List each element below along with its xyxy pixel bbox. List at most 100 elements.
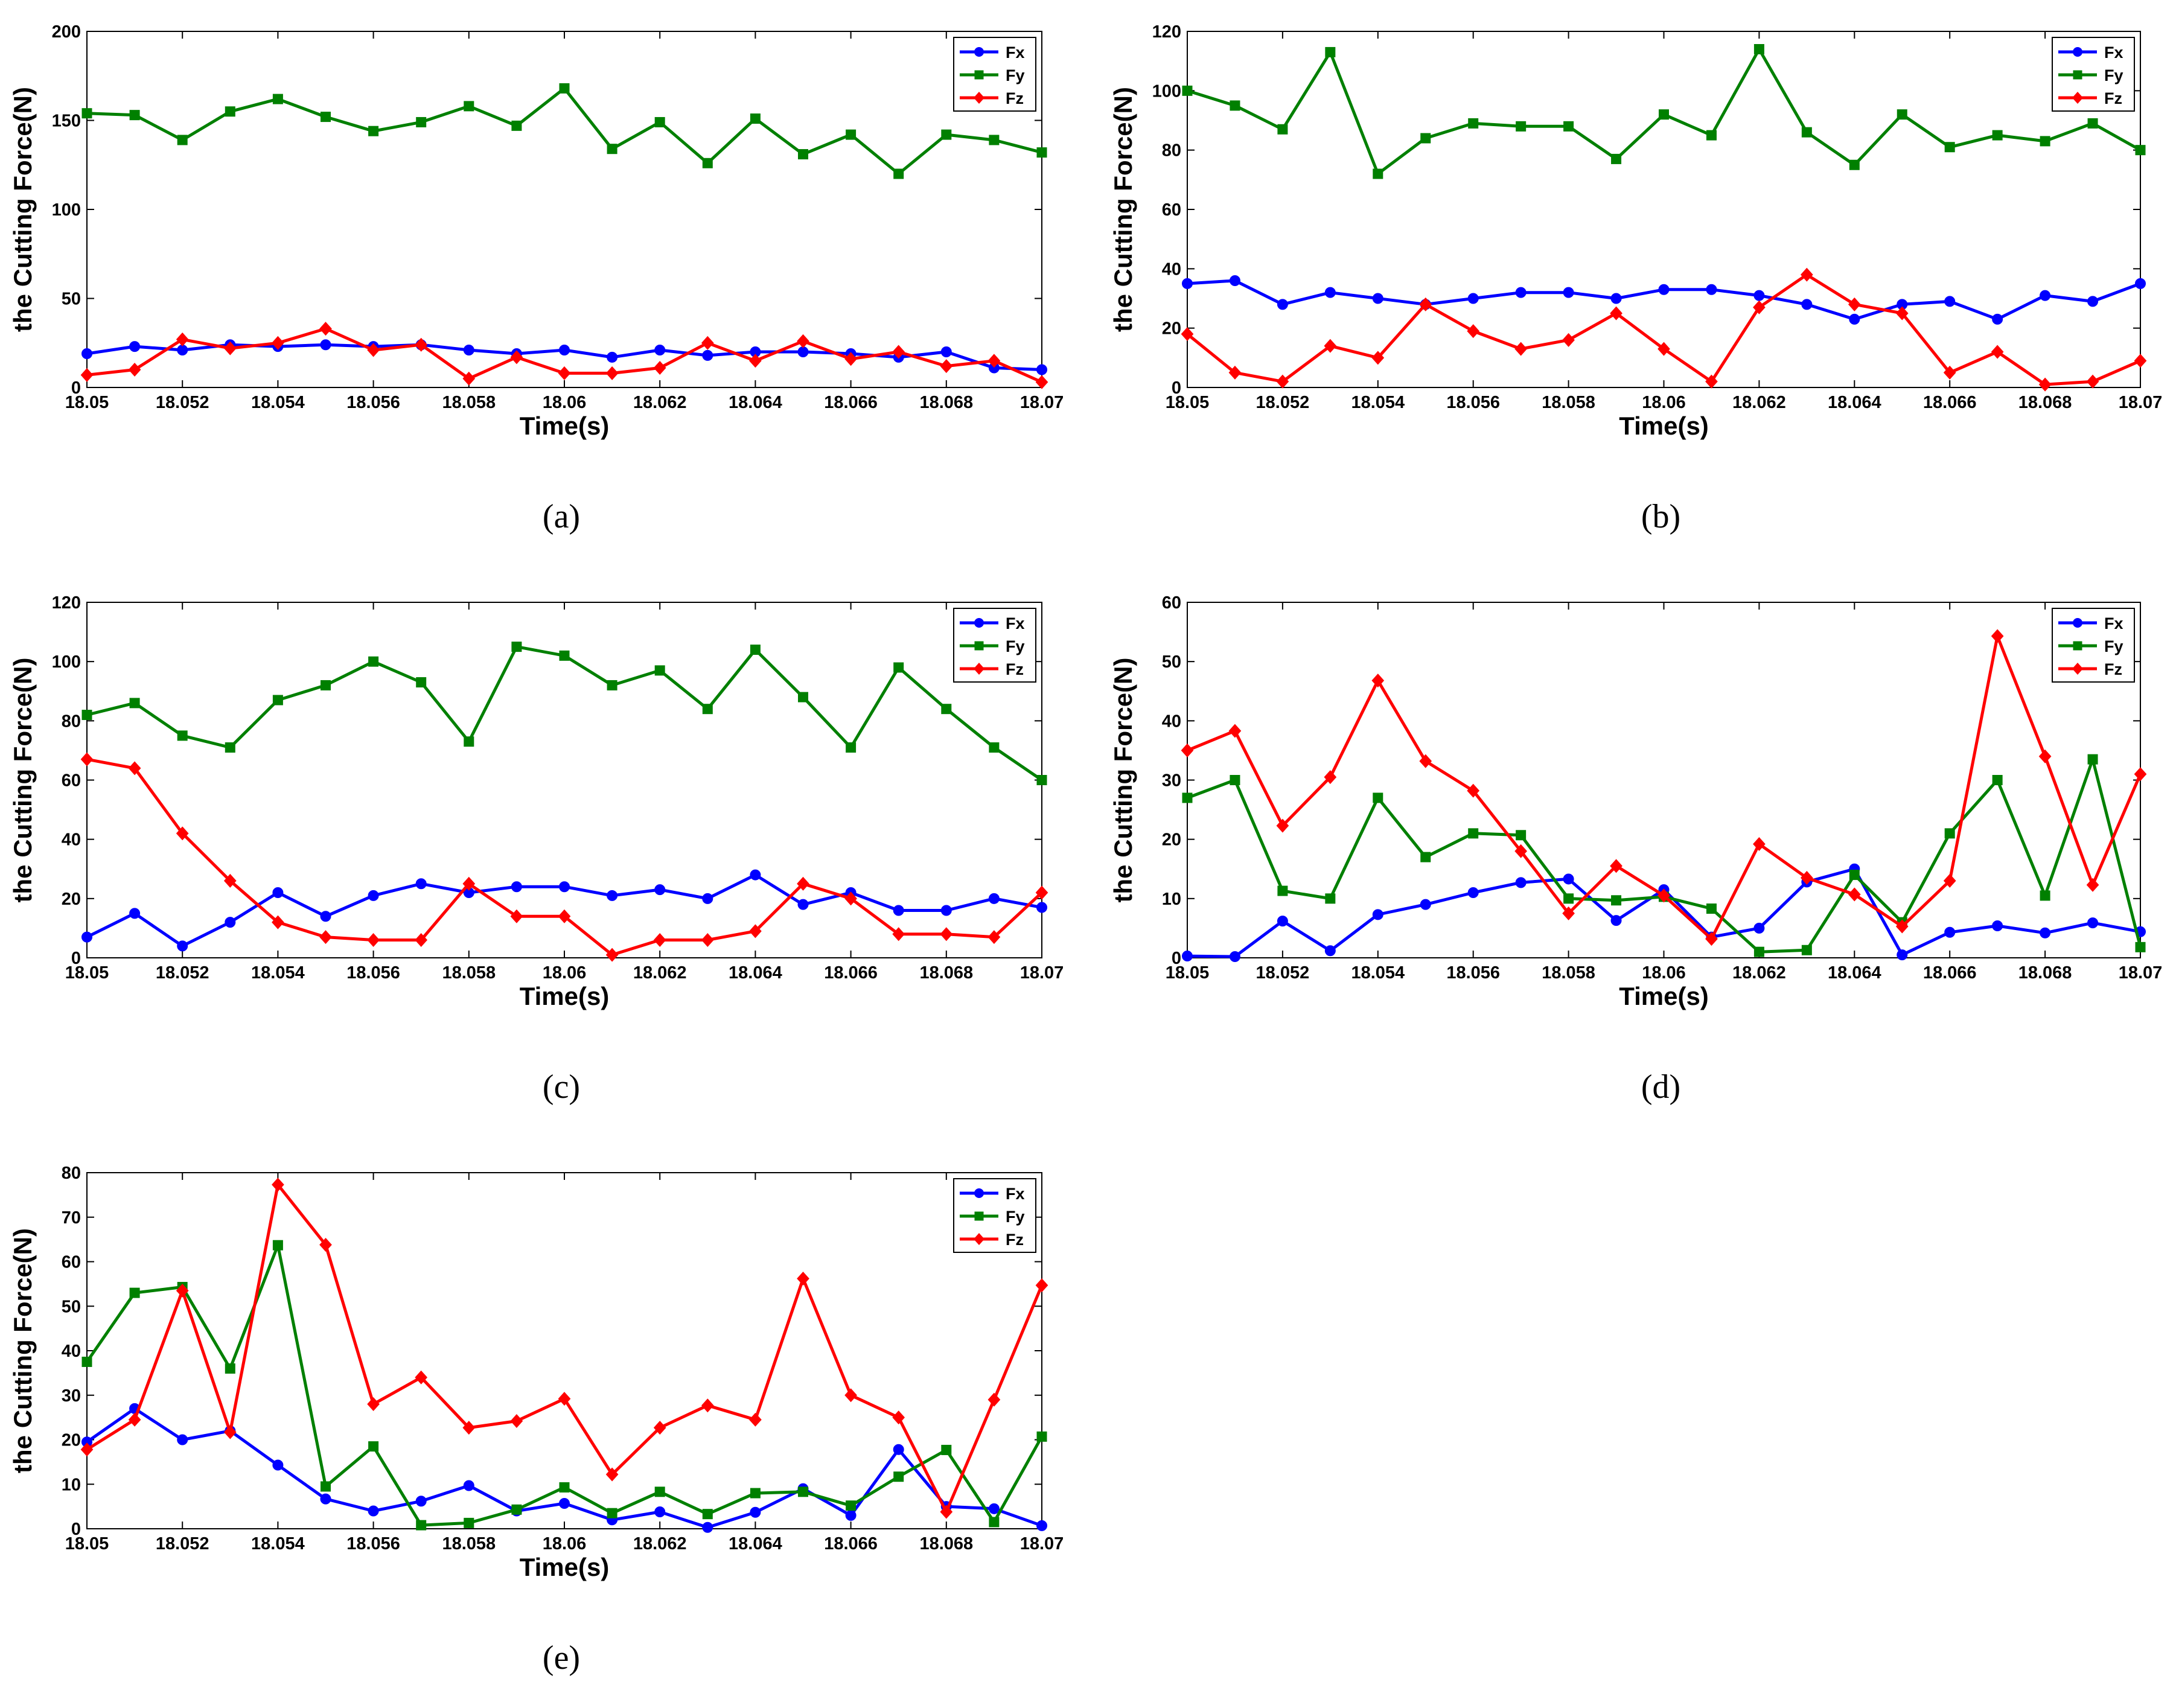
chart-b-series-fz-point: [1753, 300, 1766, 314]
chart-b-xtick-label: 18.062: [1732, 393, 1786, 412]
chart-b-series-fx-point: [2087, 296, 2099, 307]
chart-b-series-fx-point: [1992, 313, 2003, 325]
chart-b-y-axis-label: the Cutting Force(N): [1109, 87, 1137, 332]
chart-c-y-axis-label: the Cutting Force(N): [8, 658, 37, 903]
chart-b-xtick-label: 18.064: [1828, 393, 1881, 412]
chart-e-legend-item-fy: Fy: [960, 1208, 1025, 1226]
chart-d-series-fz-point: [1562, 906, 1575, 920]
chart-a-series-fz-point: [940, 359, 953, 374]
chart-e-series-fx: [81, 1403, 1047, 1533]
chart-c-legend-item-fy-label: Fy: [1006, 637, 1025, 655]
chart-b-series-fy-point: [1468, 118, 1479, 129]
chart-b-legend-item-fx-label: Fx: [2104, 43, 2123, 62]
chart-b-series-fx-point: [1706, 284, 1717, 295]
chart-c-series-fz-point: [272, 915, 284, 929]
chart-a-series-fy-point: [654, 116, 665, 127]
chart-e-series-fx-point: [415, 1496, 427, 1507]
chart-e-ytick-label: 10: [62, 1475, 81, 1494]
chart-a-ytick-label: 100: [52, 200, 81, 220]
chart-d-series-fy-point: [2135, 942, 2146, 952]
chart-c-panel-label: (c): [543, 1068, 580, 1106]
chart-e: 18.05 18.052 18.054 18.056 18.058 18.06 18.062…: [8, 1164, 1064, 1677]
chart-e-legend-item-fx: Fx: [960, 1185, 1025, 1203]
chart-b-series-fx-point: [1372, 293, 1383, 304]
chart-d-legend-item-fx-marker: [2073, 618, 2082, 628]
chart-c-series-fz-point: [319, 930, 332, 945]
chart-a-ytick-label: 0: [71, 378, 81, 398]
chart-b-xtick-label: 18.066: [1923, 393, 1977, 412]
chart-c-legend-item-fz: Fz: [960, 660, 1024, 678]
chart-b-xtick-label: 18.06: [1642, 393, 1686, 412]
chart-a-series-fz-point: [510, 350, 523, 365]
chart-c-series-fx-point: [320, 911, 331, 922]
chart-d-series-fy-point: [1468, 828, 1479, 839]
chart-b-legend-item-fz-label: Fz: [2104, 89, 2122, 107]
chart-e-series-fy-point: [129, 1287, 140, 1298]
chart-c-ytick-label: 0: [71, 949, 81, 968]
chart-c-xtick-label: 18.066: [824, 963, 878, 983]
chart-c-legend-item-fz-marker: [974, 663, 984, 675]
chart-d-series-fx-point: [1944, 926, 1956, 938]
chart-b-xtick-label: 18.054: [1351, 393, 1405, 412]
chart-d-legend-item-fy: Fy: [2058, 637, 2123, 655]
chart-d-series-fz-point: [1895, 919, 1909, 934]
chart-d-xtick-label: 18.058: [1542, 963, 1595, 983]
chart-d-legend-item-fx: Fx: [2058, 614, 2123, 633]
chart-a-ytick-label: 50: [62, 290, 81, 309]
chart-b-series-fy-point: [1753, 44, 1764, 54]
chart-b-plot-frame: [1187, 31, 2141, 388]
chart-b-legend-item-fy-marker: [2073, 70, 2082, 80]
chart-a-series-fy-point: [1036, 147, 1047, 158]
chart-c-series-fz-point: [128, 761, 141, 776]
chart-d-series-fz-point: [2086, 878, 2099, 892]
chart-b-legend: Fx Fy Fz: [2052, 37, 2135, 112]
chart-e-series-fy-point: [559, 1482, 570, 1493]
chart-d-ytick-label: 10: [1162, 890, 1181, 909]
chart-e-series-fz-point: [319, 1237, 332, 1252]
chart-c-xtick-label: 18.05: [65, 963, 109, 983]
chart-c-series-fy-point: [272, 695, 283, 706]
chart-d-series-fy-point: [1182, 792, 1193, 803]
chart-a-xtick-label: 18.066: [824, 393, 878, 412]
chart-e-series-fy-point: [798, 1487, 808, 1497]
chart-d-series-fz-point: [2134, 767, 2147, 782]
chart-a-xtick-label: 18.06: [543, 393, 587, 412]
chart-c-series-fz-point: [987, 930, 1001, 945]
chart-a-series-fz-point: [987, 354, 1001, 368]
chart-e-legend: Fx Fy Fz: [953, 1178, 1036, 1253]
chart-c-legend-item-fy: Fy: [960, 637, 1025, 655]
chart-c-series-fy-point: [893, 662, 904, 673]
chart-b-series-fy-point: [1944, 142, 1955, 153]
chart-d-series-fz-point: [1753, 837, 1766, 852]
chart-d-series-fy-point: [1801, 945, 1812, 955]
chart-a-series-fz-point: [223, 341, 237, 355]
chart-d-ytick-label: 40: [1162, 712, 1181, 731]
chart-a-series-fz-point: [701, 336, 714, 350]
chart-a-series-fy-point: [798, 149, 808, 160]
chart-e-series-fz-point: [558, 1392, 571, 1406]
chart-a-series-fy-point: [941, 129, 952, 140]
chart-e-xtick-label: 18.068: [919, 1534, 973, 1553]
chart-c-x-axis-label: Time(s): [520, 982, 610, 1010]
chart-a-series-fy-point: [272, 94, 283, 104]
chart-d-xtick-label: 18.064: [1828, 963, 1881, 983]
chart-b-series-fy-point: [2087, 118, 2098, 129]
chart-d-legend-item-fy-marker: [2073, 641, 2082, 651]
chart-c-series-fx-point: [415, 878, 427, 890]
chart-b-xtick-label: 18.052: [1256, 393, 1310, 412]
chart-d-series-fx-point: [1372, 909, 1383, 920]
chart-a-series-fx-point: [177, 345, 188, 356]
chart-a-legend-item-fz-marker: [974, 92, 984, 104]
chart-c-series-fy-point: [702, 704, 713, 715]
chart-c-series-fy-point: [941, 704, 952, 715]
chart-d-legend-item-fz-label: Fz: [2104, 660, 2122, 678]
chart-d-series-fx-point: [2040, 927, 2051, 938]
chart-c-series-fz-point: [80, 752, 94, 766]
chart-d-xtick-label: 18.052: [1256, 963, 1310, 983]
chart-c-xtick-label: 18.054: [251, 963, 305, 983]
chart-b-legend-item-fz: Fz: [2058, 89, 2122, 107]
chart-c-series-fz-point: [844, 891, 857, 906]
chart-c-series-fz: [80, 752, 1048, 962]
chart-b-series-fx-point: [1849, 313, 1860, 325]
chart-e-legend-item-fz-marker: [974, 1233, 984, 1245]
